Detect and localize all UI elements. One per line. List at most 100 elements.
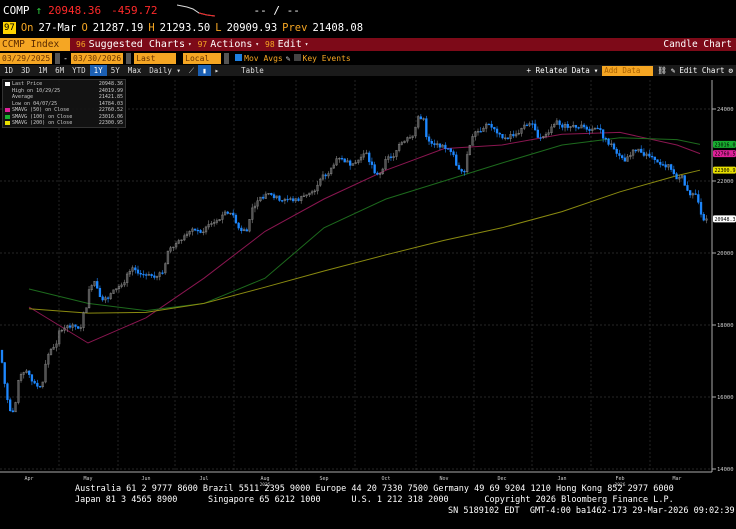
- period-5y[interactable]: 5Y: [110, 66, 120, 75]
- table-button[interactable]: Table: [241, 66, 264, 75]
- candle-body: [482, 127, 485, 132]
- candle-body: [294, 198, 297, 202]
- start-date-field[interactable]: 03/29/2025: [0, 53, 53, 64]
- suggested-charts-menu[interactable]: 96 Suggested Charts ▾: [76, 39, 192, 50]
- period-1d[interactable]: 1D: [4, 66, 14, 75]
- chart-background: [0, 77, 736, 487]
- candle-body: [259, 196, 262, 202]
- actions-menu[interactable]: 97 Actions ▾: [198, 39, 259, 50]
- candle-body: [125, 273, 129, 283]
- currency-select[interactable]: Local CCY: [183, 53, 222, 74]
- x-tick-label: Aug: [260, 476, 269, 482]
- candle-body: [572, 125, 575, 127]
- link-icon[interactable]: ⛓: [657, 66, 667, 75]
- candle-body: [474, 131, 477, 137]
- candle-body: [275, 195, 278, 199]
- candle-body: [694, 193, 697, 195]
- candle-body: [71, 324, 74, 328]
- candle-chart-icon[interactable]: ▮: [198, 65, 211, 76]
- field-select[interactable]: Last Price: [134, 53, 177, 74]
- related-data-button[interactable]: + Related Data: [526, 66, 590, 75]
- candle-body: [49, 348, 53, 355]
- candle-body: [77, 326, 80, 329]
- security-input[interactable]: CCMP Index: [0, 38, 70, 51]
- candle-body: [599, 128, 602, 130]
- candle-body: [354, 162, 357, 164]
- candle-body: [697, 194, 700, 203]
- period-max[interactable]: Max: [127, 66, 142, 75]
- candle-body: [555, 120, 559, 125]
- candle-body: [253, 205, 257, 209]
- menu-number: 97: [197, 40, 208, 49]
- legend-swatch-icon: [5, 102, 10, 106]
- candle-body: [365, 152, 368, 155]
- footer-line-1: Australia 61 2 9777 8600 Brazil 5511 239…: [75, 484, 674, 494]
- candle-body: [79, 327, 83, 329]
- period-6m[interactable]: 6M: [55, 66, 65, 75]
- key-events-checkbox[interactable]: Key Events: [293, 54, 351, 63]
- candle-body: [610, 143, 613, 145]
- more-icon[interactable]: ▸: [214, 66, 220, 75]
- candle-body: [14, 402, 17, 413]
- start-date-spinner[interactable]: [55, 53, 61, 64]
- chart-type-title: Candle Chart: [663, 39, 732, 50]
- candle-body: [498, 132, 501, 135]
- controls-row: 03/29/2025 - 03/30/2026 Last Price Local…: [0, 53, 351, 74]
- frequency-select[interactable]: Daily ▾: [149, 66, 181, 75]
- candle-body: [411, 135, 414, 138]
- candle-body: [449, 148, 452, 152]
- edit-menu[interactable]: 98 Edit ▾: [265, 39, 308, 50]
- currency-dropdown-icon[interactable]: [224, 53, 230, 64]
- end-date-spinner[interactable]: [126, 53, 132, 64]
- candle-body: [33, 380, 36, 384]
- period-buttons: 1D 3D 1M 6M YTD 1Y 5Y Max: [0, 65, 145, 76]
- open-value: 21287.19: [92, 22, 144, 34]
- candle-body: [419, 116, 423, 120]
- gear-icon[interactable]: ⚙: [728, 66, 733, 75]
- last-price: 20948.36: [48, 3, 102, 17]
- candle-body: [234, 214, 238, 224]
- candle-body: [329, 167, 333, 174]
- candle-body: [218, 219, 221, 221]
- period-ytd[interactable]: YTD: [72, 66, 86, 75]
- period-3d[interactable]: 3D: [21, 66, 31, 75]
- candle-body: [308, 192, 311, 196]
- candle-body: [155, 276, 159, 278]
- candle-body: [672, 169, 675, 175]
- candle-body: [202, 231, 205, 233]
- checkbox-unchecked-icon: [293, 54, 301, 61]
- candle-body: [183, 235, 186, 241]
- candle-body: [661, 164, 665, 166]
- mov-avgs-checkbox[interactable]: Mov Avgs: [235, 54, 283, 63]
- edit-chart-button[interactable]: Edit Chart: [679, 66, 725, 75]
- candle-body: [305, 194, 308, 197]
- legend-item: Last Price 20948.36: [5, 81, 123, 88]
- x-tick-label: Jul: [199, 476, 208, 482]
- add-data-input[interactable]: Add Data: [602, 65, 654, 76]
- candle-body: [332, 164, 335, 169]
- candle-body: [101, 296, 104, 301]
- candle-body: [96, 281, 99, 289]
- moving-average-line: [28, 137, 701, 312]
- ticker: COMP: [3, 3, 30, 17]
- pencil-icon[interactable]: ✎: [285, 54, 291, 63]
- legend-value: 14784.03: [98, 100, 123, 107]
- y-tick-label: 16000: [717, 395, 734, 401]
- quote-function-icon[interactable]: 97: [3, 22, 16, 34]
- price-chart[interactable]: 14000 16000 18000 20000 22000 24000 Apr May Jun J…: [0, 77, 736, 487]
- candle-body: [256, 200, 259, 207]
- candle-body: [702, 214, 705, 221]
- end-date-field[interactable]: 03/30/2026: [71, 53, 124, 64]
- candle-body: [25, 370, 28, 373]
- period-1y[interactable]: 1Y: [89, 65, 107, 76]
- candle-body: [188, 231, 191, 235]
- period-1m[interactable]: 1M: [38, 66, 48, 75]
- candle-body: [501, 133, 504, 139]
- candle-body: [558, 120, 561, 126]
- candle-body: [267, 193, 270, 195]
- candle-body: [387, 156, 390, 160]
- line-chart-icon[interactable]: ⟋: [188, 66, 195, 75]
- candle-body: [463, 170, 466, 173]
- x-tick-label: Sep: [319, 476, 328, 482]
- candle-body: [536, 129, 539, 138]
